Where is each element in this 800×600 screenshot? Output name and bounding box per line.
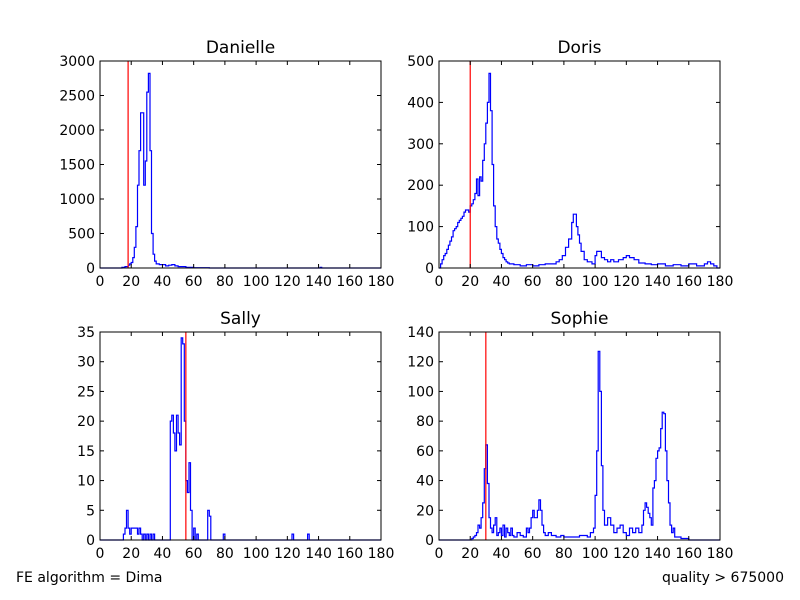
x-tick-label: 0	[435, 546, 444, 562]
x-tick-label: 0	[96, 546, 105, 562]
x-tick-label: 40	[493, 546, 511, 562]
x-tick-label: 120	[274, 546, 301, 562]
x-tick-label: 20	[461, 274, 479, 290]
axes-frame	[99, 331, 382, 541]
y-tick-label: 140	[407, 325, 434, 341]
y-tick-label: 30	[77, 355, 95, 371]
footer-quality-label: quality > 675000	[662, 570, 784, 586]
x-tick-label: 160	[336, 274, 363, 290]
x-tick-label: 180	[368, 546, 395, 562]
x-tick-label: 60	[185, 274, 203, 290]
x-tick-label: 80	[555, 546, 573, 562]
y-tick-label: 2500	[59, 89, 95, 105]
y-tick-label: 400	[407, 95, 434, 111]
y-tick-label: 200	[407, 178, 434, 194]
y-tick-label: 20	[416, 503, 434, 519]
y-tick-label: 100	[407, 384, 434, 400]
y-tick-label: 15	[77, 444, 95, 460]
x-tick-label: 160	[675, 546, 702, 562]
x-tick-label: 60	[524, 546, 542, 562]
y-tick-label: 20	[77, 414, 95, 430]
y-tick-label: 120	[407, 355, 434, 371]
subplot-sally: Sally 0 20 40 60 80 100 120 140 160 180 0 5 10 15 20 25 3…	[77, 309, 394, 562]
x-tick-label: 0	[435, 274, 444, 290]
histogram-line	[439, 350, 720, 541]
x-tick-label: 140	[305, 546, 332, 562]
x-tick-label: 40	[154, 274, 172, 290]
x-tick-label: 120	[613, 274, 640, 290]
x-tick-label: 80	[555, 274, 573, 290]
y-tick-label: 35	[77, 325, 95, 341]
x-tick-label: 20	[122, 274, 140, 290]
subplot-danielle: Danielle 0 20 40 60 80 100 120 140 160 180 0 500 1000…	[59, 38, 394, 290]
y-tick-label: 0	[86, 261, 95, 277]
x-tick-label: 20	[122, 546, 140, 562]
x-tick-label: 60	[524, 274, 542, 290]
subplot-title: Sophie	[551, 309, 609, 329]
subplot-title: Doris	[557, 38, 601, 58]
y-tick-label: 10	[77, 474, 95, 490]
x-tick-label: 100	[243, 546, 270, 562]
y-tick-label: 5	[86, 503, 95, 519]
y-tick-label: 0	[425, 261, 434, 277]
x-tick-label: 100	[582, 274, 609, 290]
y-tick-label: 500	[68, 227, 95, 243]
x-tick-label: 100	[582, 546, 609, 562]
x-tick-label: 160	[675, 274, 702, 290]
x-tick-label: 120	[613, 546, 640, 562]
histogram-line	[100, 337, 381, 541]
y-tick-label: 60	[416, 444, 434, 460]
y-tick-label: 3000	[59, 54, 95, 70]
y-tick-label: 2000	[59, 123, 95, 139]
x-tick-label: 60	[185, 546, 203, 562]
y-tick-label: 500	[407, 54, 434, 70]
y-tick-label: 80	[416, 414, 434, 430]
axes-frame	[438, 331, 721, 541]
x-tick-label: 80	[216, 274, 234, 290]
x-tick-label: 180	[368, 274, 395, 290]
y-tick-label: 0	[86, 533, 95, 549]
x-tick-label: 180	[707, 274, 734, 290]
x-tick-label: 20	[461, 546, 479, 562]
x-tick-label: 140	[644, 546, 671, 562]
footer-algorithm-label: FE algorithm = Dima	[16, 570, 163, 586]
y-tick-label: 40	[416, 474, 434, 490]
x-tick-label: 0	[96, 274, 105, 290]
histogram-line	[100, 72, 381, 269]
x-tick-label: 160	[336, 546, 363, 562]
axes-frame	[99, 60, 382, 269]
subplot-title: Danielle	[206, 38, 275, 58]
x-tick-label: 100	[243, 274, 270, 290]
x-tick-label: 140	[305, 274, 332, 290]
axes-frame	[438, 60, 721, 269]
x-tick-label: 40	[493, 274, 511, 290]
y-tick-label: 0	[425, 533, 434, 549]
x-tick-label: 120	[274, 274, 301, 290]
x-tick-label: 40	[154, 546, 172, 562]
y-tick-label: 1000	[59, 192, 95, 208]
y-tick-label: 300	[407, 137, 434, 153]
y-tick-label: 25	[77, 384, 95, 400]
y-tick-label: 1500	[59, 158, 95, 174]
histogram-line	[439, 72, 720, 269]
y-tick-label: 100	[407, 220, 434, 236]
x-tick-label: 140	[644, 274, 671, 290]
subplot-title: Sally	[220, 309, 261, 329]
x-tick-label: 180	[707, 546, 734, 562]
x-tick-label: 80	[216, 546, 234, 562]
